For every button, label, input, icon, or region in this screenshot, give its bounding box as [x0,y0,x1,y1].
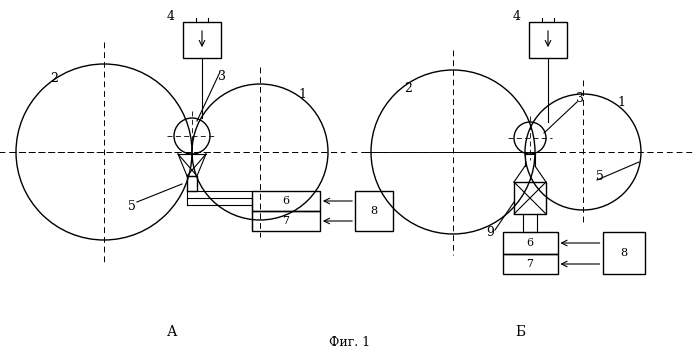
Bar [503,232,557,254]
Text: Б: Б [515,325,525,339]
Text: 5: 5 [128,201,136,213]
Bar [514,182,546,214]
Bar [183,22,221,58]
Text: 4: 4 [167,10,175,24]
Bar [187,176,197,191]
Text: 8: 8 [620,248,627,258]
Text: Фиг. 1: Фиг. 1 [330,336,370,348]
Text: 5: 5 [596,171,604,183]
Text: 3: 3 [576,92,584,106]
Text: 1: 1 [298,87,306,101]
Text: 6: 6 [282,196,290,206]
Text: 2: 2 [50,72,58,85]
Bar [503,254,557,274]
Text: 1: 1 [617,96,625,109]
Text: 8: 8 [370,206,377,216]
Text: 2: 2 [404,81,412,95]
Bar [529,22,567,58]
Bar [603,232,645,274]
Text: 7: 7 [526,259,533,269]
Bar [252,211,320,231]
Text: 7: 7 [283,216,290,226]
Bar [252,191,320,211]
Text: 4: 4 [513,10,521,24]
Text: 6: 6 [526,238,533,248]
Text: 9: 9 [486,226,494,238]
Text: А: А [167,325,177,339]
Text: 3: 3 [218,70,226,82]
Bar [355,191,393,231]
